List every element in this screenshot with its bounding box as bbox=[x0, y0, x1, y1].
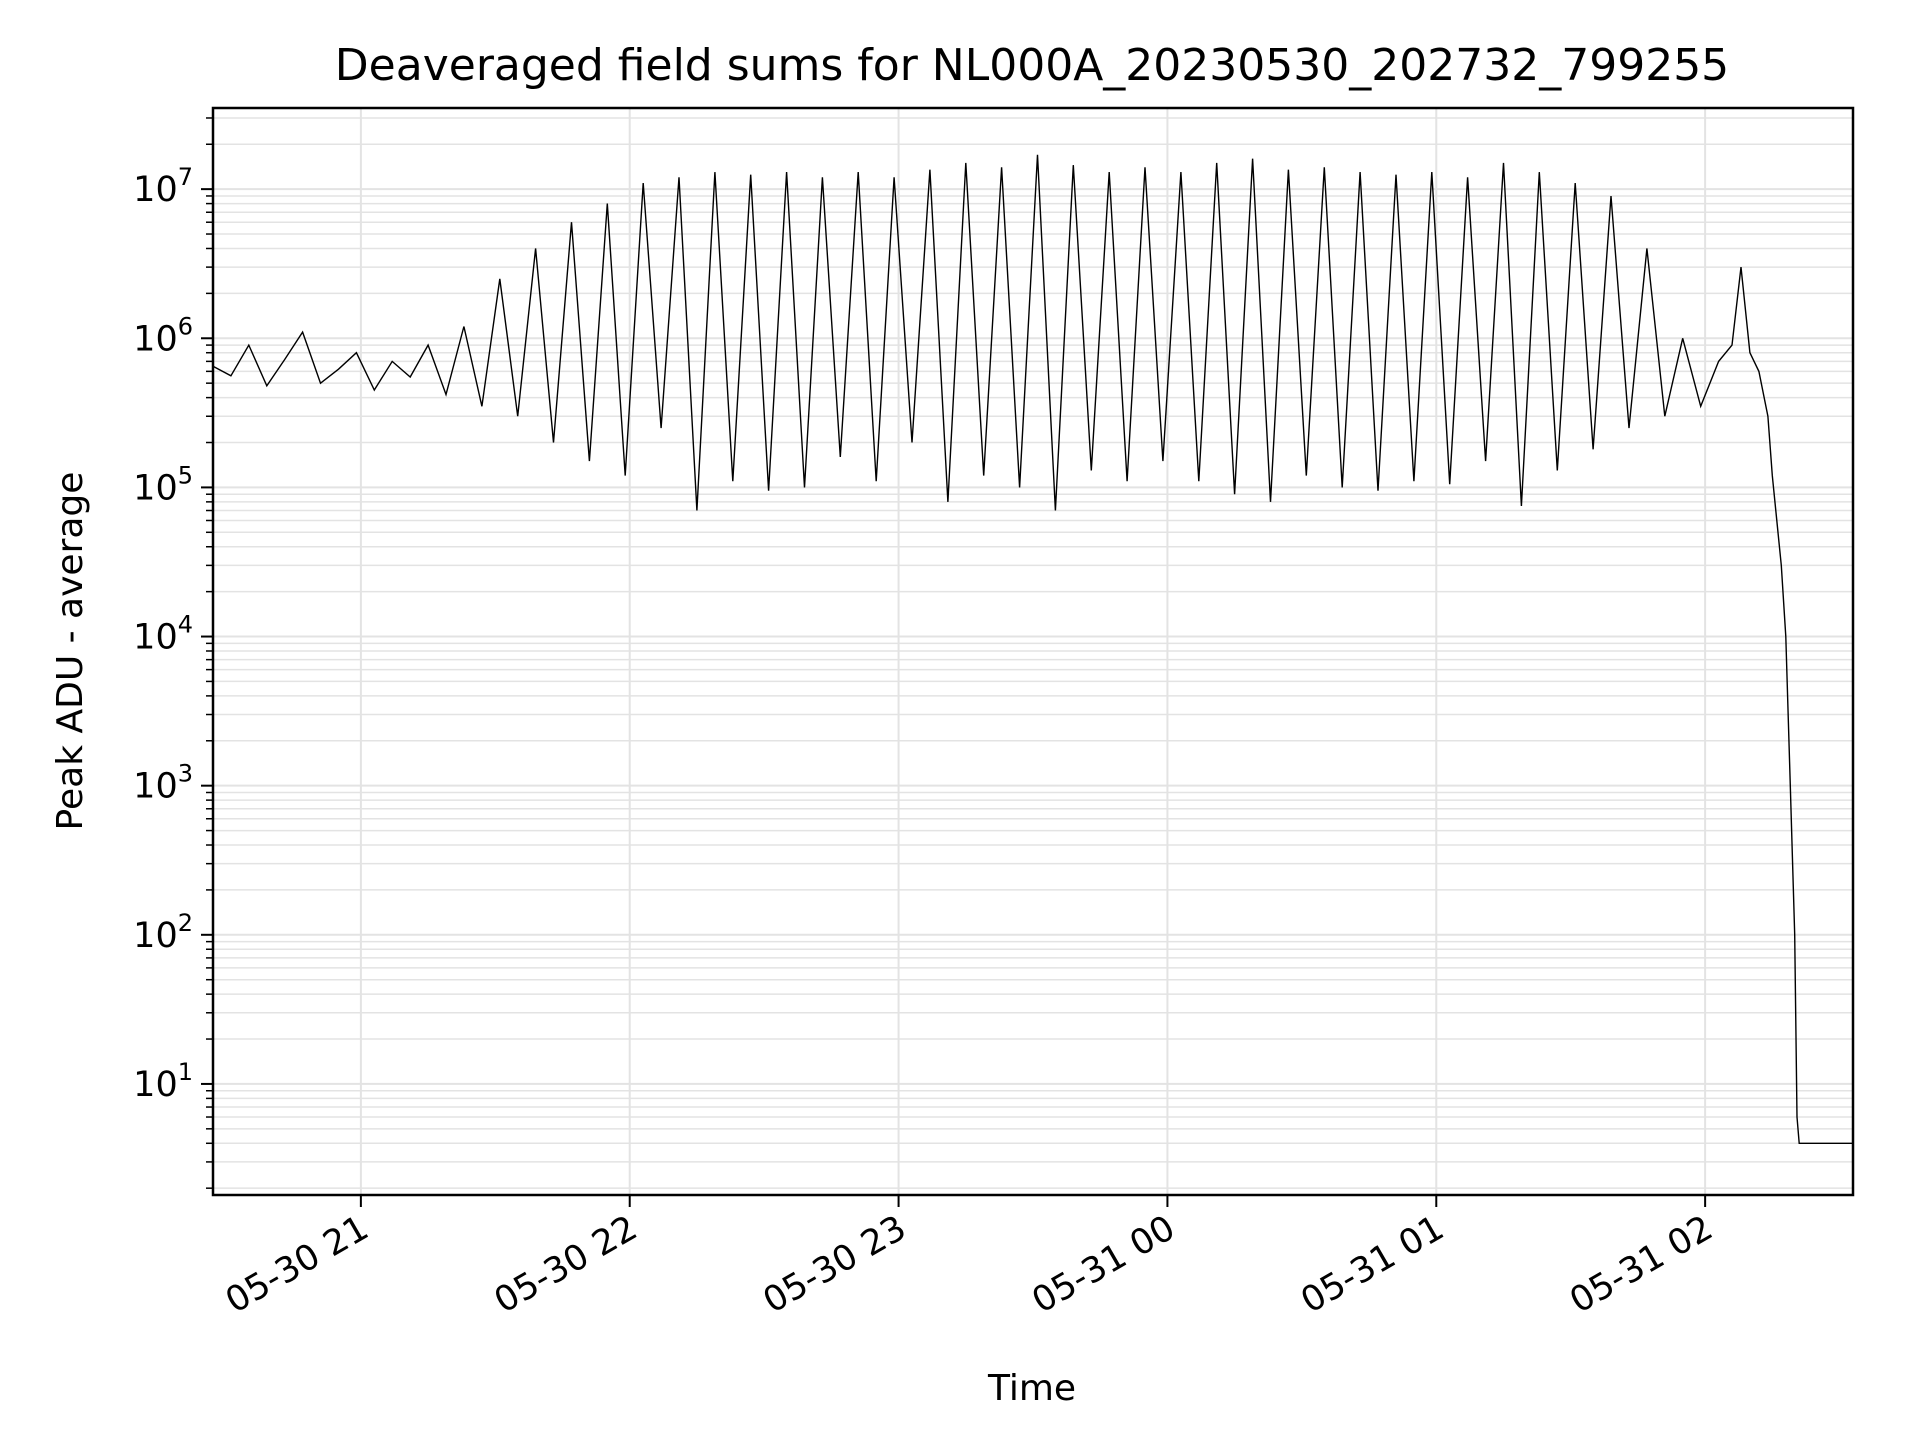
y-tick-exponent: 7 bbox=[178, 163, 193, 191]
y-tick-label: 106 bbox=[133, 312, 193, 359]
y-tick-exponent: 6 bbox=[178, 312, 193, 340]
y-tick-base: 10 bbox=[133, 1065, 178, 1105]
chart-title: Deaveraged field sums for NL000A_2023053… bbox=[335, 40, 1729, 91]
y-tick-exponent: 1 bbox=[178, 1058, 193, 1086]
y-tick-base: 10 bbox=[133, 468, 178, 508]
y-tick-label: 107 bbox=[133, 163, 193, 210]
y-tick-exponent: 3 bbox=[178, 760, 193, 788]
y-tick-base: 10 bbox=[133, 319, 178, 359]
y-tick-label: 104 bbox=[133, 611, 193, 658]
x-axis-label: Time bbox=[987, 1368, 1076, 1409]
series-line bbox=[212, 154, 1853, 1145]
y-tick-label: 103 bbox=[133, 760, 193, 807]
y-axis-label: Peak ADU - average bbox=[50, 472, 91, 831]
y-tick-exponent: 4 bbox=[178, 611, 193, 639]
grid bbox=[213, 108, 1853, 1195]
y-tick-base: 10 bbox=[133, 618, 178, 658]
y-tick-base: 10 bbox=[133, 170, 178, 210]
y-tick-label: 102 bbox=[133, 909, 193, 956]
y-tick-label: 101 bbox=[133, 1058, 193, 1105]
series-layer bbox=[212, 154, 1853, 1145]
y-tick-label: 105 bbox=[133, 461, 193, 508]
y-tick-exponent: 5 bbox=[178, 461, 193, 489]
y-tick-exponent: 2 bbox=[178, 909, 193, 937]
plot-frame bbox=[211, 106, 1855, 1197]
y-tick-base: 10 bbox=[133, 767, 178, 807]
y-tick-base: 10 bbox=[133, 916, 178, 956]
